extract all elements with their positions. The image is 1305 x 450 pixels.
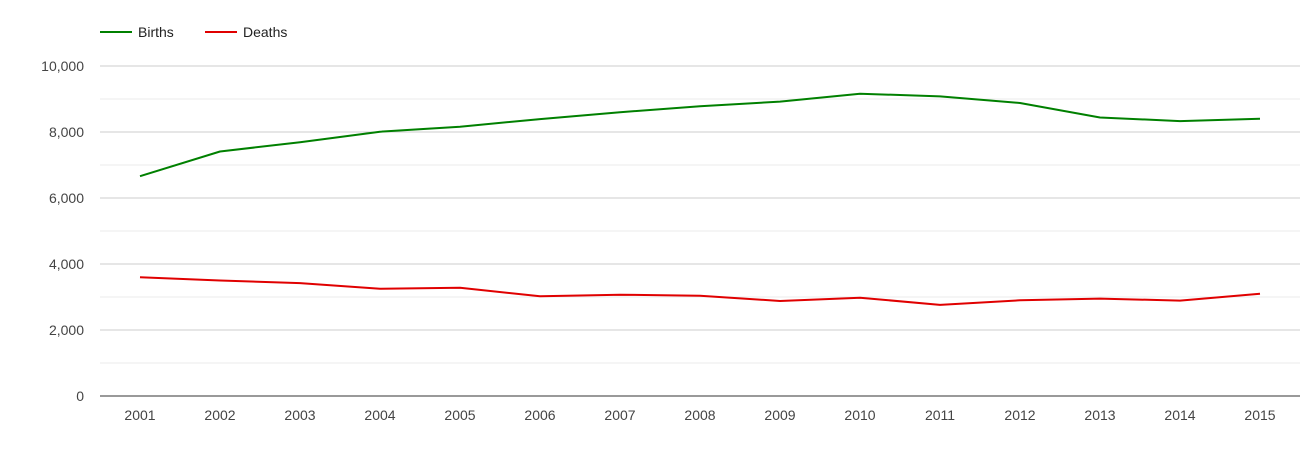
gridlines: [100, 65, 1300, 364]
x-tick-label: 2013: [1084, 407, 1115, 423]
x-tick-label: 2012: [1004, 407, 1035, 423]
data-point-deaths: [218, 279, 222, 283]
x-tick-label: 2004: [364, 407, 395, 423]
series-line-deaths: [139, 276, 1261, 306]
data-point-births: [298, 140, 302, 144]
data-point-births: [138, 174, 142, 178]
data-point-births: [778, 100, 782, 104]
x-axis: 2001 2002 2003 2004 2005 2006 2007 2008 2009 2010…: [100, 395, 1300, 423]
y-tick-label: 4,000: [49, 256, 84, 272]
y-tick-label: 10,000: [41, 58, 84, 74]
legend-label: Deaths: [243, 24, 287, 40]
data-point-births: [1178, 119, 1182, 123]
x-tick-label: 2005: [444, 407, 475, 423]
legend-item-deaths: Deaths: [205, 24, 287, 40]
data-point-births: [1098, 115, 1102, 119]
data-point-deaths: [538, 294, 542, 298]
x-tick-label: 2001: [124, 407, 155, 423]
data-point-births: [618, 110, 622, 114]
y-tick-label: 8,000: [49, 124, 84, 140]
legend: Births Deaths: [100, 24, 287, 40]
y-axis: 0 2,000 4,000 6,000 8,000 10,000: [41, 58, 84, 404]
x-tick-label: 2002: [204, 407, 235, 423]
legend-label: Births: [138, 24, 174, 40]
legend-item-births: Births: [100, 24, 174, 40]
data-point-deaths: [1018, 298, 1022, 302]
y-tick-label: 0: [76, 388, 84, 404]
data-point-births: [858, 92, 862, 96]
data-point-births: [378, 130, 382, 134]
x-tick-label: 2009: [764, 407, 795, 423]
x-tick-label: 2008: [684, 407, 715, 423]
data-point-deaths: [298, 281, 302, 285]
data-point-births: [458, 125, 462, 129]
series-layer: [138, 92, 1262, 307]
x-tick-label: 2006: [524, 407, 555, 423]
data-point-births: [698, 104, 702, 108]
x-tick-label: 2011: [925, 407, 955, 423]
data-point-deaths: [378, 287, 382, 291]
data-point-deaths: [138, 275, 142, 279]
y-tick-label: 2,000: [49, 322, 84, 338]
data-point-deaths: [1258, 292, 1262, 296]
data-point-deaths: [1178, 299, 1182, 303]
data-point-births: [938, 94, 942, 98]
data-point-births: [1018, 101, 1022, 105]
data-point-deaths: [778, 299, 782, 303]
data-point-deaths: [1098, 297, 1102, 301]
y-tick-label: 6,000: [49, 190, 84, 206]
series-line-births: [139, 92, 1261, 178]
data-point-deaths: [698, 294, 702, 298]
x-tick-label: 2015: [1244, 407, 1275, 423]
data-point-deaths: [938, 303, 942, 307]
x-tick-label: 2014: [1164, 407, 1195, 423]
x-tick-label: 2010: [844, 407, 875, 423]
x-tick-label: 2007: [604, 407, 635, 423]
data-point-births: [218, 149, 222, 153]
x-tick-label: 2003: [284, 407, 315, 423]
data-point-deaths: [618, 293, 622, 297]
data-point-births: [1258, 117, 1262, 121]
data-point-deaths: [458, 286, 462, 290]
data-point-deaths: [858, 296, 862, 300]
data-point-births: [538, 117, 542, 121]
